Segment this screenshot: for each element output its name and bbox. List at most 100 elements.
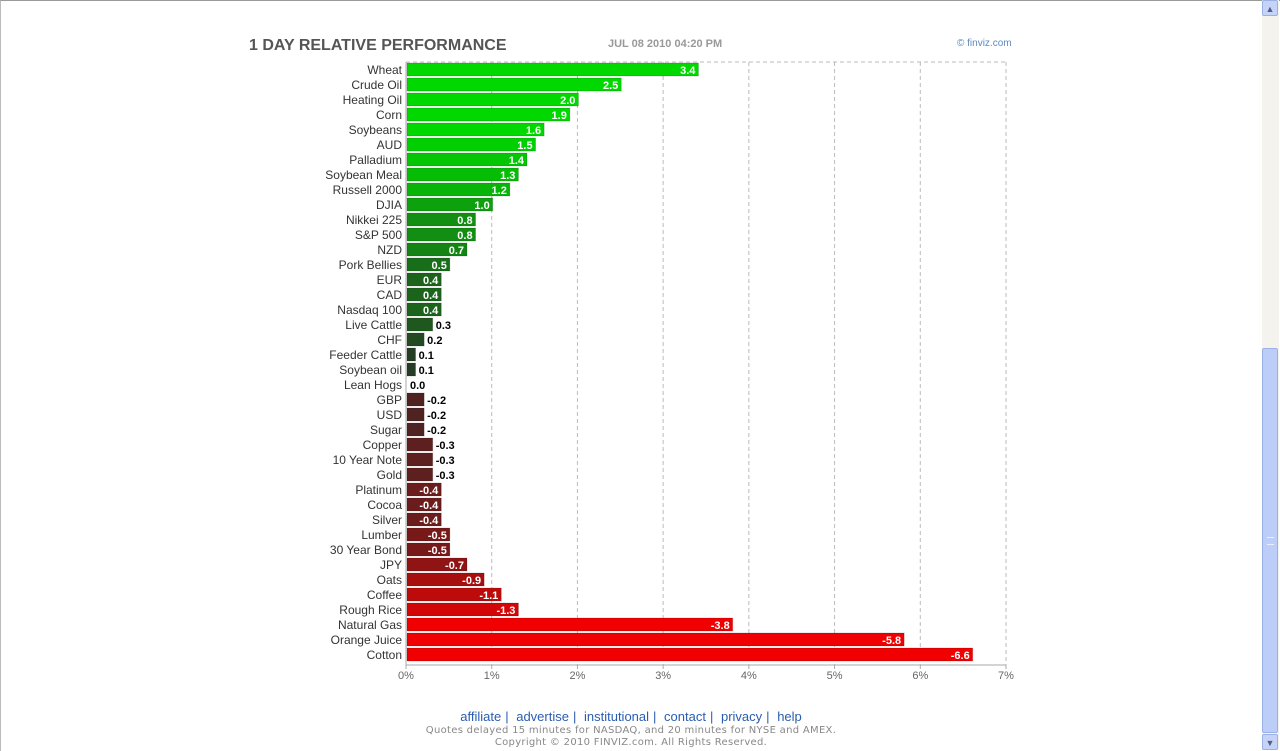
bar	[406, 617, 734, 632]
bar-value-label: -0.2	[427, 425, 446, 437]
copyright: Copyright © 2010 FINVIZ.com. All Rights …	[494, 737, 768, 748]
category-label: Soybean oil	[339, 363, 402, 377]
bar-value-label: -6.6	[951, 650, 970, 662]
bar-value-label: 1.9	[552, 110, 567, 122]
bar-value-label: -5.8	[882, 635, 901, 647]
link-institutional[interactable]: institutional	[583, 709, 650, 724]
bar-value-label: 1.0	[474, 200, 489, 212]
bar-value-label: 0.4	[423, 290, 439, 302]
bar-value-label: -0.4	[419, 515, 439, 527]
link-advertise[interactable]: advertise	[516, 709, 569, 724]
category-label: Nikkei 225	[346, 213, 402, 227]
scroll-thumb[interactable]	[1262, 348, 1278, 733]
bar-value-label: 0.5	[432, 260, 447, 272]
bar	[406, 467, 434, 482]
bar	[406, 647, 974, 662]
category-label: Coffee	[367, 588, 402, 602]
bar-value-label: 0.0	[410, 380, 425, 392]
bar	[406, 62, 699, 77]
category-label: Cotton	[367, 648, 402, 662]
category-label: Platinum	[355, 483, 402, 497]
x-tick-label: 6%	[912, 670, 928, 682]
chart-date: JUL 08 2010 04:20 PM	[608, 38, 723, 50]
category-label: Crude Oil	[351, 78, 402, 92]
bar-value-label: -1.3	[496, 605, 515, 617]
bar	[406, 362, 417, 377]
bar-value-label: 0.3	[436, 320, 451, 332]
bar	[406, 107, 571, 122]
category-label: JPY	[380, 558, 402, 572]
bar	[406, 437, 434, 452]
bar	[406, 167, 519, 182]
x-tick-label: 5%	[827, 670, 843, 682]
bar	[406, 557, 468, 572]
bar	[406, 512, 442, 527]
bar	[406, 392, 425, 407]
bar-value-label: -0.4	[419, 500, 439, 512]
link-privacy[interactable]: privacy	[720, 709, 763, 724]
bar	[406, 212, 477, 227]
bar-value-label: -0.3	[436, 440, 455, 452]
bar-value-label: -1.1	[479, 590, 498, 602]
bar	[406, 182, 511, 197]
bar-value-label: 1.5	[517, 140, 532, 152]
chart-title: 1 DAY RELATIVE PERFORMANCE	[249, 37, 507, 54]
bar	[406, 302, 442, 317]
category-label: DJIA	[376, 198, 402, 212]
bar-value-label: 1.6	[526, 125, 541, 137]
bar-value-label: 0.7	[449, 245, 464, 257]
bar-value-label: 0.4	[423, 275, 439, 287]
bar	[406, 122, 545, 137]
category-label: CAD	[377, 288, 403, 302]
link-affiliate[interactable]: affiliate	[460, 709, 502, 724]
bar	[406, 452, 434, 467]
category-label: Sugar	[370, 423, 402, 437]
category-label: Gold	[377, 468, 402, 482]
bar-value-label: 0.1	[419, 350, 434, 362]
bar	[406, 137, 537, 152]
category-label: Russell 2000	[333, 183, 403, 197]
bar	[406, 542, 451, 557]
category-label: Orange Juice	[331, 633, 403, 647]
bar	[406, 272, 442, 287]
x-tick-label: 2%	[569, 670, 585, 682]
bar	[406, 287, 442, 302]
category-label: Copper	[363, 438, 402, 452]
bar-value-label: 0.8	[457, 215, 472, 227]
bar	[406, 407, 425, 422]
bar-value-label: 3.4	[680, 65, 696, 77]
bar	[406, 602, 519, 617]
bar-value-label: -0.2	[427, 395, 446, 407]
link-contact[interactable]: contact	[664, 709, 706, 724]
finviz-link[interactable]: © finviz.com	[957, 38, 1012, 49]
bar	[406, 332, 425, 347]
bar-value-label: -0.5	[428, 530, 447, 542]
bar	[406, 77, 622, 92]
category-label: Silver	[372, 513, 402, 527]
bar	[406, 92, 579, 107]
bar	[406, 422, 425, 437]
category-label: Cocoa	[367, 498, 402, 512]
bar-value-label: -0.3	[436, 470, 455, 482]
category-label: Lean Hogs	[344, 378, 402, 392]
category-label: Feeder Cattle	[329, 348, 402, 362]
bar	[406, 587, 502, 602]
bar	[406, 257, 451, 272]
category-label: Natural Gas	[338, 618, 402, 632]
category-label: 30 Year Bond	[330, 543, 402, 557]
vertical-scrollbar[interactable]: ▲ ▼	[1262, 0, 1279, 750]
link-help[interactable]: help	[777, 709, 802, 724]
bar	[406, 497, 442, 512]
category-label: Soybeans	[349, 123, 402, 137]
bar	[406, 242, 468, 257]
category-label: Heating Oil	[343, 93, 402, 107]
bar-value-label: -0.9	[462, 575, 481, 587]
bar-value-label: 0.4	[423, 305, 439, 317]
bar-value-label: 1.4	[509, 155, 525, 167]
scroll-down-icon[interactable]: ▼	[1262, 734, 1278, 750]
x-tick-label: 3%	[655, 670, 671, 682]
scroll-up-icon[interactable]: ▲	[1262, 0, 1278, 16]
category-label: Palladium	[349, 153, 402, 167]
bar-value-label: 1.2	[492, 185, 507, 197]
category-label: GBP	[377, 393, 402, 407]
